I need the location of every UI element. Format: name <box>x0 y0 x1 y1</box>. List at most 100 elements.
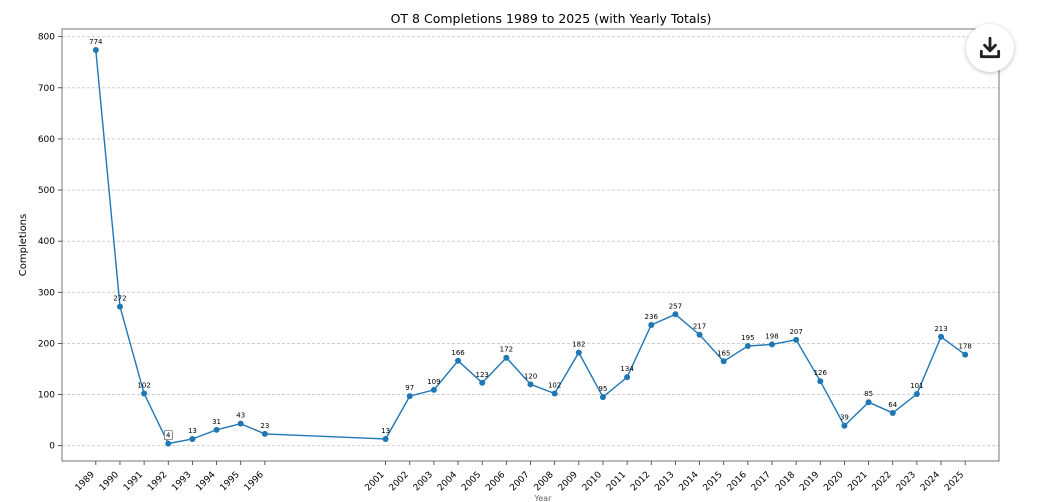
data-point-2017 <box>768 341 775 348</box>
data-point-2008 <box>551 390 558 397</box>
x-tick-label: 2002 <box>388 470 411 493</box>
x-tick-label: 2006 <box>484 470 507 493</box>
data-point-2016 <box>744 342 751 349</box>
x-tick-label: 2020 <box>822 470 845 493</box>
data-point-2011 <box>624 374 631 381</box>
y-tick-label: 300 <box>38 288 55 298</box>
data-point-1991 <box>141 390 148 397</box>
data-label-2001: 13 <box>381 427 390 435</box>
x-tick-label: 1994 <box>194 470 217 493</box>
data-point-2019 <box>817 378 824 385</box>
data-label-2004: 166 <box>451 349 465 357</box>
data-label-2015: 165 <box>717 349 730 357</box>
x-tick-label: 2024 <box>919 470 942 493</box>
y-tick-label: 0 <box>49 442 55 452</box>
data-label-2018: 207 <box>789 328 802 336</box>
data-label-2002: 97 <box>405 384 414 392</box>
y-tick-label: 800 <box>38 33 55 43</box>
x-tick-label: 2016 <box>726 470 749 493</box>
x-tick-label: 2004 <box>436 470 459 493</box>
x-tick-label: 2019 <box>798 470 821 493</box>
y-tick-label: 700 <box>38 84 55 94</box>
data-label-2019: 126 <box>814 369 828 377</box>
data-label-1992: 4 <box>166 432 171 440</box>
data-point-1993 <box>189 436 196 443</box>
grid-lines <box>62 36 999 447</box>
x-tick-label: 2014 <box>677 470 700 493</box>
x-tick-label: 2007 <box>508 470 531 493</box>
x-tick-label: 2013 <box>653 470 676 493</box>
data-label-2021: 85 <box>864 390 873 398</box>
data-point-2004 <box>455 357 462 364</box>
x-tick-label: 1990 <box>98 470 121 493</box>
data-label-2006: 172 <box>500 346 513 354</box>
data-label-1994: 31 <box>212 418 221 426</box>
data-point-2020 <box>841 422 848 429</box>
x-tick-label: 1993 <box>170 470 193 493</box>
x-tick-label: 2008 <box>533 470 556 493</box>
x-axis: 1989 1990 1991 1992 1993 1994 1995 1996 2001 2002… <box>74 461 966 493</box>
x-tick-label: 2021 <box>846 470 869 493</box>
x-tick-label: 2011 <box>605 470 628 493</box>
data-label-1996: 23 <box>260 422 269 430</box>
data-label-2025: 178 <box>959 343 972 351</box>
y-tick-label: 600 <box>38 135 55 145</box>
download-button[interactable] <box>966 24 1014 72</box>
x-tick-label: 2010 <box>581 470 604 493</box>
data-points <box>92 46 969 447</box>
data-point-2007 <box>527 381 534 388</box>
data-label-2005: 123 <box>476 371 489 379</box>
x-tick-label: 2018 <box>774 470 797 493</box>
data-point-2025 <box>962 351 969 358</box>
data-label-2007: 120 <box>524 372 537 380</box>
x-tick-label: 2009 <box>557 470 580 493</box>
download-icon <box>979 36 1001 59</box>
data-label-1995: 43 <box>236 412 245 420</box>
x-tick-label: 1996 <box>243 470 266 493</box>
data-label-2017: 198 <box>765 332 778 340</box>
data-labels: 774 272 102 4 13 31 43 23 13 97 109 166 123 172 120 102… <box>89 38 972 440</box>
data-point-2023 <box>913 391 920 398</box>
data-point-2024 <box>938 333 945 340</box>
data-point-2002 <box>406 393 413 400</box>
data-label-2020: 39 <box>840 414 849 422</box>
plot-frame <box>61 28 1000 462</box>
x-tick-label: 2012 <box>629 470 652 493</box>
data-point-2014 <box>696 331 703 338</box>
data-label-2010: 95 <box>598 385 607 393</box>
data-label-2022: 64 <box>888 401 897 409</box>
y-axis: 0 100 200 300 400 500 600 700 800 <box>38 33 62 452</box>
x-tick-label: 1995 <box>219 470 242 493</box>
y-axis-label: Completions <box>18 214 29 277</box>
data-point-1996 <box>261 430 268 437</box>
x-tick-label: 2025 <box>943 470 966 493</box>
data-point-1992 <box>165 440 172 447</box>
data-point-2012 <box>648 322 655 329</box>
x-tick-label: 1989 <box>74 470 97 493</box>
data-point-2018 <box>793 336 800 343</box>
data-point-1990 <box>116 303 123 310</box>
x-tick-label: 2001 <box>363 470 386 493</box>
data-point-1994 <box>213 426 220 433</box>
data-point-2021 <box>865 399 872 406</box>
data-point-2005 <box>479 379 486 386</box>
data-point-1989 <box>92 46 99 53</box>
data-point-2010 <box>599 394 606 401</box>
data-point-2001 <box>382 436 389 443</box>
data-point-2009 <box>575 349 582 356</box>
y-tick-label: 200 <box>38 339 55 349</box>
data-point-2022 <box>889 409 896 416</box>
data-label-2009: 182 <box>572 341 585 349</box>
data-point-2006 <box>503 354 510 361</box>
data-point-1995 <box>237 420 244 427</box>
x-tick-label: 1991 <box>122 470 145 493</box>
data-label-2014: 217 <box>693 323 706 331</box>
data-label-2024: 213 <box>934 325 947 333</box>
data-point-2003 <box>430 386 437 393</box>
data-point-2015 <box>720 358 727 365</box>
y-tick-label: 100 <box>38 391 55 401</box>
data-label-2016: 195 <box>741 334 754 342</box>
x-tick-label: 2005 <box>460 470 483 493</box>
data-label-1989: 774 <box>89 38 103 46</box>
